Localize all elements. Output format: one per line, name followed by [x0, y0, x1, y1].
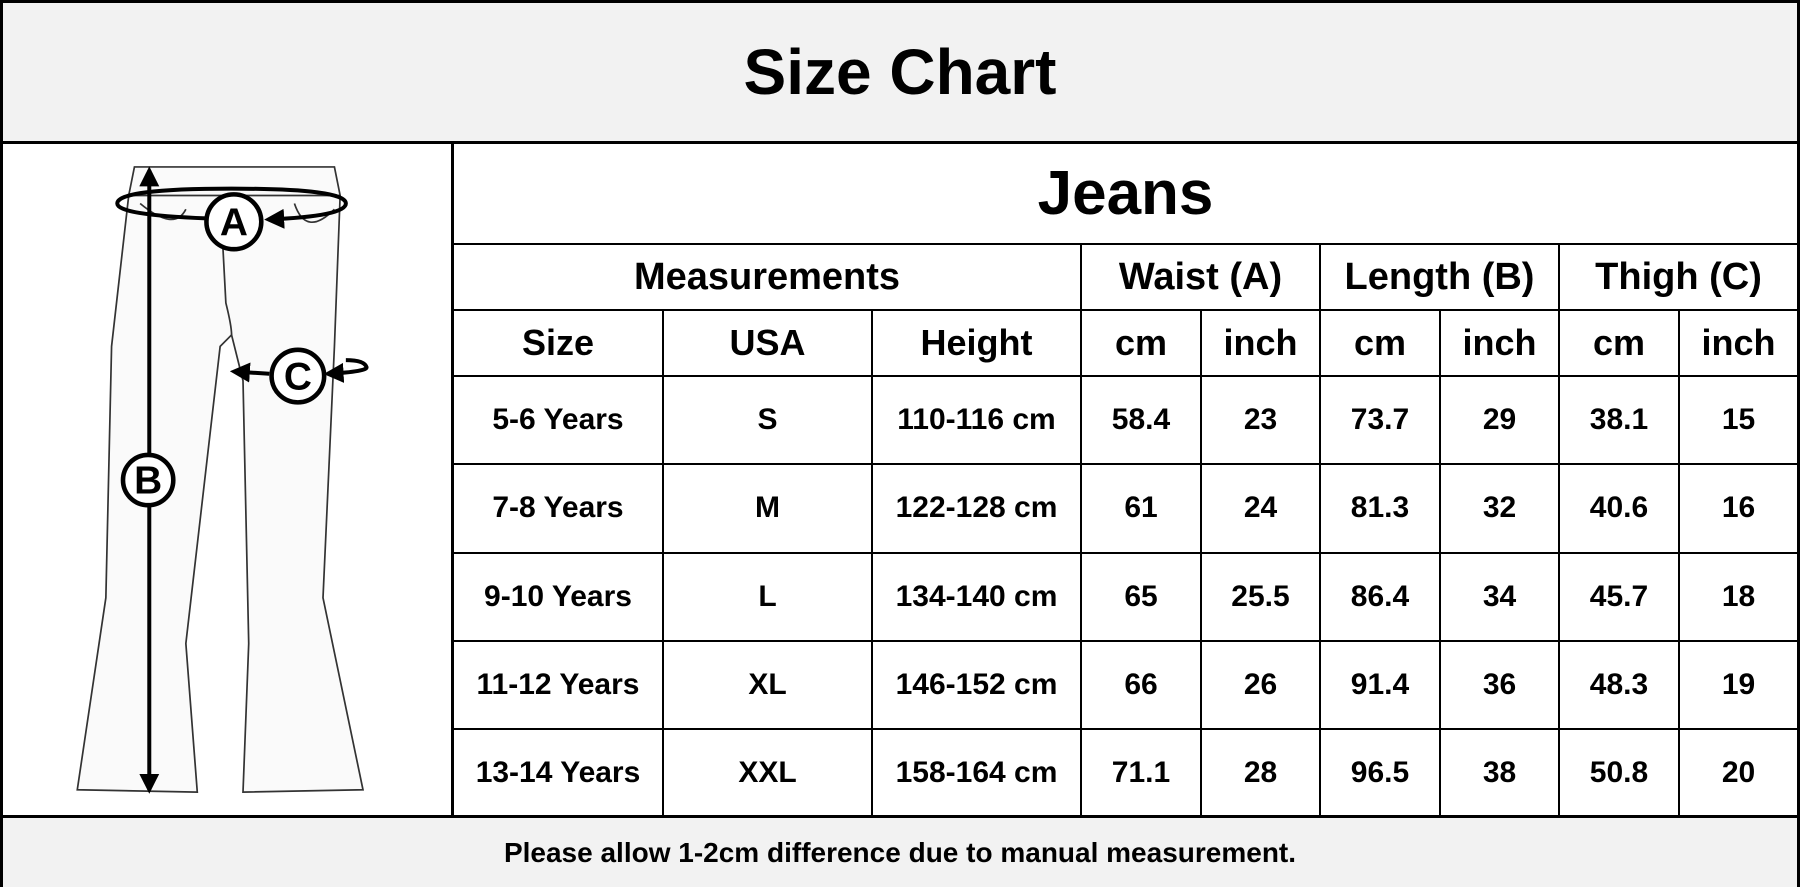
table-cell: 38	[1439, 728, 1560, 815]
column-header: Size	[454, 309, 664, 377]
table-row: Jeans	[454, 144, 1798, 245]
table-cell: XL	[662, 639, 873, 731]
table-cell: 34	[1439, 551, 1560, 642]
table-cell: 71.1	[1080, 728, 1202, 815]
table-cell: XXL	[662, 728, 873, 815]
table-cell: 7-8 Years	[454, 463, 664, 554]
jeans-diagram: A B C	[76, 166, 369, 794]
column-header: inch	[1439, 309, 1560, 377]
table-cell: S	[662, 374, 873, 466]
table-cell: 45.7	[1558, 551, 1680, 642]
table-row: Measurements Waist (A) Length (B) Thigh (C)	[454, 243, 1798, 311]
table-cell: 25.5	[1200, 551, 1321, 642]
table-cell: 36	[1439, 639, 1560, 731]
table-row: 13-14 Years XXL 158-164 cm 71.1 28 96.5 38 50.8…	[454, 728, 1798, 815]
table-cell: 65	[1080, 551, 1202, 642]
column-header: cm	[1080, 309, 1202, 377]
table-cell: 73.7	[1319, 374, 1441, 466]
table-cell: 18	[1677, 551, 1798, 642]
size-table: Jeans Measurements Waist (A) Length (B) Thig…	[454, 144, 1798, 815]
table-cell: 48.3	[1558, 639, 1680, 731]
table-cell: M	[662, 463, 873, 554]
page-title: Size Chart	[3, 3, 1797, 144]
table-cell: 28	[1200, 728, 1321, 815]
label-b: B	[134, 460, 162, 503]
table-cell: 23	[1200, 374, 1321, 466]
table-cell: 38.1	[1558, 374, 1680, 466]
label-circles	[120, 192, 327, 508]
table-cell: 86.4	[1319, 551, 1441, 642]
column-header: inch	[1677, 309, 1798, 377]
table-cell: 110-116 cm	[871, 374, 1082, 466]
table-row: Size USA Height cm inch cm inch cm inch	[454, 309, 1798, 377]
table-title: Jeans	[454, 144, 1798, 245]
table-cell: 50.8	[1558, 728, 1680, 815]
table-cell: 134-140 cm	[871, 551, 1082, 642]
jeans-outline	[76, 166, 365, 793]
group-header: Measurements	[454, 243, 1082, 311]
table-cell: 24	[1200, 463, 1321, 554]
table-cell: 5-6 Years	[454, 374, 664, 466]
table-cell: 9-10 Years	[454, 551, 664, 642]
table-row: 11-12 Years XL 146-152 cm 66 26 91.4 36 48.3 19	[454, 639, 1798, 731]
table-cell: 122-128 cm	[871, 463, 1082, 554]
column-header: Height	[871, 309, 1082, 377]
table-cell: 40.6	[1558, 463, 1680, 554]
table-cell: L	[662, 551, 873, 642]
table-cell: 11-12 Years	[454, 639, 664, 731]
diagram-panel: A B C	[3, 144, 454, 815]
table-cell: 16	[1677, 463, 1798, 554]
table-cell: 13-14 Years	[454, 728, 664, 815]
table-cell: 58.4	[1080, 374, 1202, 466]
table-cell: 29	[1439, 374, 1560, 466]
group-header: Waist (A)	[1080, 243, 1321, 311]
table-cell: 19	[1677, 639, 1798, 731]
table-cell: 15	[1677, 374, 1798, 466]
table-row: 9-10 Years L 134-140 cm 65 25.5 86.4 34 45.7 18	[454, 551, 1798, 642]
table-cell: 91.4	[1319, 639, 1441, 731]
column-header: inch	[1200, 309, 1321, 377]
table-row: 7-8 Years M 122-128 cm 61 24 81.3 32 40.6 16	[454, 463, 1798, 554]
column-header: USA	[662, 309, 873, 377]
column-header: cm	[1558, 309, 1680, 377]
label-a: A	[220, 201, 248, 244]
table-cell: 66	[1080, 639, 1202, 731]
label-c: C	[284, 356, 312, 399]
table-cell: 32	[1439, 463, 1560, 554]
column-header: cm	[1319, 309, 1441, 377]
table-cell: 26	[1200, 639, 1321, 731]
group-header: Length (B)	[1319, 243, 1560, 311]
table-row: 5-6 Years S 110-116 cm 58.4 23 73.7 29 38.1 15	[454, 374, 1798, 466]
table-cell: 61	[1080, 463, 1202, 554]
group-header: Thigh (C)	[1557, 243, 1798, 311]
table-cell: 158-164 cm	[871, 728, 1082, 815]
table-cell: 20	[1677, 728, 1798, 815]
table-cell: 81.3	[1319, 463, 1441, 554]
table-cell: 146-152 cm	[871, 639, 1082, 731]
table-cell: 96.5	[1319, 728, 1441, 815]
footer-note: Please allow 1-2cm difference due to man…	[3, 815, 1797, 887]
